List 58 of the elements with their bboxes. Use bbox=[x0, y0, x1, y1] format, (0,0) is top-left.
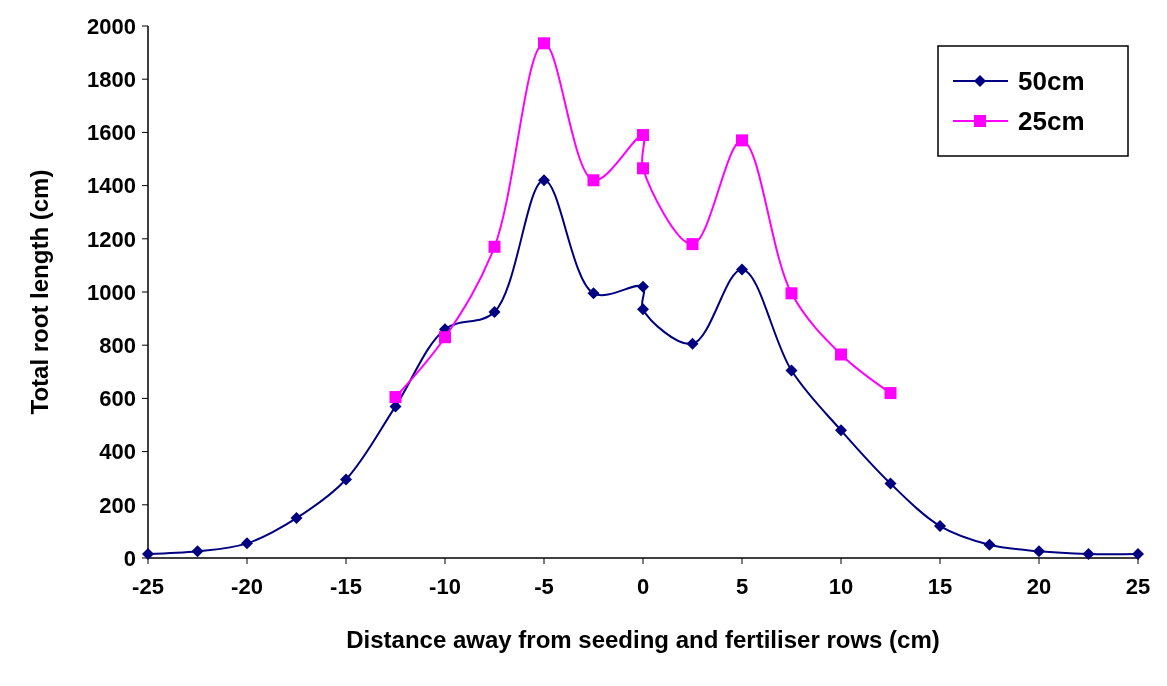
y-tick-label: 0 bbox=[123, 545, 136, 571]
point bbox=[439, 331, 451, 344]
point bbox=[736, 263, 748, 276]
x-tick-label: -25 bbox=[132, 574, 164, 599]
point bbox=[587, 287, 600, 300]
x-tick-label: -5 bbox=[534, 574, 554, 599]
point bbox=[488, 305, 501, 318]
point bbox=[538, 37, 550, 50]
x-tick-label: 10 bbox=[828, 574, 854, 599]
point bbox=[191, 545, 204, 558]
point bbox=[637, 280, 649, 293]
point bbox=[835, 348, 847, 361]
x-tick-label: -15 bbox=[330, 574, 362, 599]
legend-label: 25cm bbox=[1018, 106, 1085, 137]
point bbox=[637, 303, 649, 316]
point bbox=[785, 287, 798, 300]
x-tick-label: -20 bbox=[231, 574, 263, 599]
point bbox=[785, 364, 798, 377]
x-tick-label: -10 bbox=[429, 574, 461, 599]
y-tick-label: 600 bbox=[99, 386, 136, 412]
x-tick-label: 5 bbox=[735, 574, 749, 599]
y-tick-label: 1400 bbox=[87, 173, 136, 199]
y-tick-label: 1000 bbox=[87, 279, 136, 305]
point bbox=[241, 537, 253, 550]
point bbox=[1132, 548, 1144, 561]
point bbox=[488, 240, 501, 253]
point bbox=[142, 548, 154, 561]
point bbox=[983, 538, 996, 551]
point bbox=[587, 174, 600, 187]
point bbox=[686, 238, 699, 251]
y-tick-label: 1600 bbox=[87, 120, 136, 146]
x-axis-title: Distance away from seeding and fertiliser rows (cm) bbox=[346, 626, 940, 653]
y-axis-title: Total root length (cm) bbox=[26, 169, 53, 415]
point bbox=[637, 162, 649, 175]
point bbox=[637, 129, 649, 142]
y-tick-label: 2000 bbox=[87, 13, 136, 39]
x-tick-label: 25 bbox=[1125, 574, 1151, 599]
y-tick-label: 200 bbox=[99, 492, 136, 518]
point bbox=[736, 134, 748, 147]
y-tick-label: 1800 bbox=[87, 66, 136, 92]
y-tick-label: 800 bbox=[99, 332, 136, 358]
point bbox=[389, 391, 402, 404]
x-tick-label: 20 bbox=[1026, 574, 1052, 599]
point bbox=[1033, 545, 1045, 558]
point bbox=[340, 473, 352, 486]
point bbox=[884, 477, 897, 490]
point bbox=[1082, 548, 1095, 561]
x-tick-label: 0 bbox=[636, 574, 650, 599]
point bbox=[538, 174, 550, 187]
legend-label: 50cm bbox=[1018, 66, 1085, 97]
y-tick-label: 1200 bbox=[87, 226, 136, 252]
point bbox=[686, 337, 699, 350]
point bbox=[835, 424, 847, 437]
point bbox=[934, 520, 946, 533]
y-tick-label: 400 bbox=[99, 439, 136, 465]
x-tick-label: 15 bbox=[927, 574, 953, 599]
point bbox=[884, 387, 897, 400]
point bbox=[290, 512, 303, 525]
